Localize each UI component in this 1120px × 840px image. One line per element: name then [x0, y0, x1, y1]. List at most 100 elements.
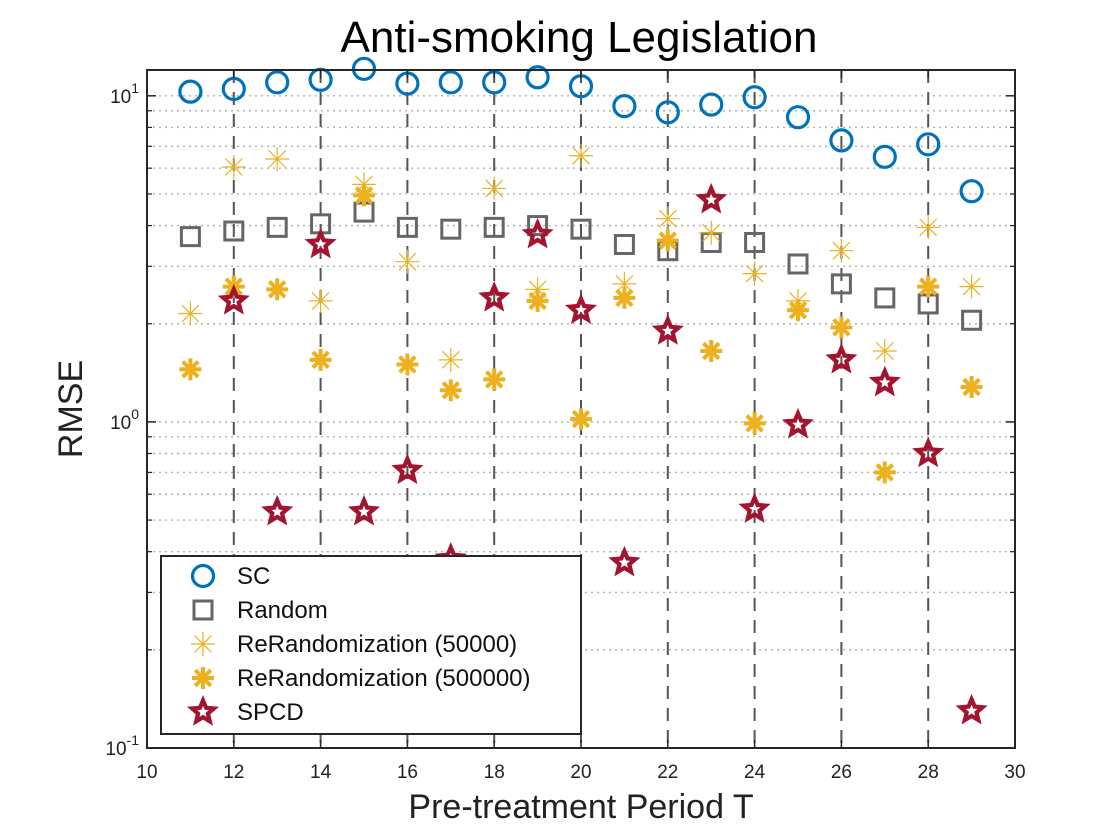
y-axis-label: RMSE	[52, 360, 90, 458]
data-point	[439, 379, 462, 402]
y-tick-label: 101	[110, 80, 139, 108]
data-point	[742, 85, 767, 110]
data-point	[655, 100, 680, 125]
data-point	[265, 147, 290, 172]
data-point	[570, 218, 592, 240]
data-point	[483, 368, 506, 391]
data-point	[608, 545, 641, 577]
data-point	[308, 288, 333, 313]
data-point	[525, 65, 550, 90]
data-point	[699, 92, 724, 117]
data-point	[695, 182, 728, 214]
data-point	[829, 128, 854, 153]
data-point	[570, 408, 592, 431]
data-point	[265, 70, 290, 95]
data-point	[266, 216, 288, 238]
data-point	[221, 76, 246, 102]
x-tick-label: 16	[397, 762, 418, 783]
data-point	[351, 56, 377, 81]
legend-marker	[192, 667, 214, 689]
data-point	[395, 249, 420, 274]
data-point	[738, 492, 771, 523]
chart-title: Anti-smoking Legislation	[341, 13, 818, 62]
data-point	[787, 253, 809, 275]
data-point	[217, 284, 250, 315]
data-point	[564, 293, 598, 325]
legend-marker	[190, 563, 216, 589]
series-square	[179, 201, 983, 331]
data-point	[781, 407, 815, 439]
data-point	[353, 184, 375, 207]
series-asterisk-thin	[178, 143, 984, 372]
x-tick-label: 28	[918, 762, 939, 783]
series-circle	[178, 56, 984, 204]
data-point	[829, 238, 854, 263]
data-point	[266, 278, 289, 301]
data-point	[830, 316, 853, 339]
y-tick-label: 10-1	[105, 732, 139, 760]
data-point	[960, 375, 983, 398]
data-point	[699, 220, 724, 245]
data-point	[612, 93, 637, 119]
data-point	[347, 494, 381, 526]
legend: SC Random ReRandomization (50000) ReRandomi…	[160, 555, 582, 735]
x-axis-label: Pre-treatment Period T	[408, 788, 753, 826]
data-point	[916, 215, 941, 240]
data-point	[916, 132, 941, 157]
legend-entry-label: SPCD	[237, 699, 304, 726]
data-point	[521, 217, 554, 249]
data-point	[178, 79, 203, 104]
data-point	[917, 275, 940, 298]
data-point	[744, 231, 766, 253]
x-tick-label: 30	[1004, 762, 1025, 783]
legend-marker	[191, 632, 215, 656]
x-tick-label: 14	[310, 762, 332, 783]
data-point	[526, 289, 549, 312]
data-point	[483, 216, 505, 238]
data-point	[961, 309, 983, 331]
data-point	[391, 453, 424, 485]
data-point	[743, 412, 766, 435]
x-tick-label: 22	[657, 762, 678, 783]
data-point	[959, 274, 984, 299]
data-point	[825, 342, 858, 374]
legend-box	[160, 555, 582, 735]
data-point	[872, 144, 897, 169]
data-point	[613, 286, 636, 309]
data-point	[438, 70, 463, 95]
data-point	[830, 273, 852, 295]
legend-entry-label: SC	[237, 563, 270, 590]
data-point	[261, 494, 294, 526]
data-point	[787, 299, 809, 322]
data-point	[569, 143, 593, 168]
series-asterisk-bold	[179, 184, 983, 484]
data-point	[396, 216, 418, 238]
data-point	[955, 693, 988, 725]
data-point	[872, 338, 897, 363]
data-point	[304, 227, 337, 259]
legend-entry-label: Random	[237, 597, 328, 624]
data-point	[656, 229, 679, 252]
data-point	[478, 281, 511, 312]
legend-entry-label: ReRandomization (500000)	[237, 665, 531, 692]
data-point	[527, 215, 549, 237]
x-tick-label: 12	[223, 762, 244, 783]
legend-marker	[186, 695, 220, 726]
data-marks	[178, 56, 988, 725]
data-point	[179, 226, 201, 248]
data-point	[785, 105, 811, 130]
series-star	[217, 182, 988, 725]
data-point	[742, 261, 767, 286]
y-tick-label: 100	[110, 406, 139, 434]
x-tick-label: 24	[744, 762, 766, 783]
data-point	[874, 287, 896, 309]
data-point	[912, 436, 945, 468]
legend-entry-label: ReRandomization (50000)	[237, 631, 517, 658]
grid-lines	[147, 70, 1015, 748]
data-point	[440, 218, 462, 240]
data-point	[438, 347, 463, 372]
x-tick-label: 10	[136, 762, 157, 783]
data-point	[482, 176, 507, 201]
data-point	[868, 365, 901, 397]
